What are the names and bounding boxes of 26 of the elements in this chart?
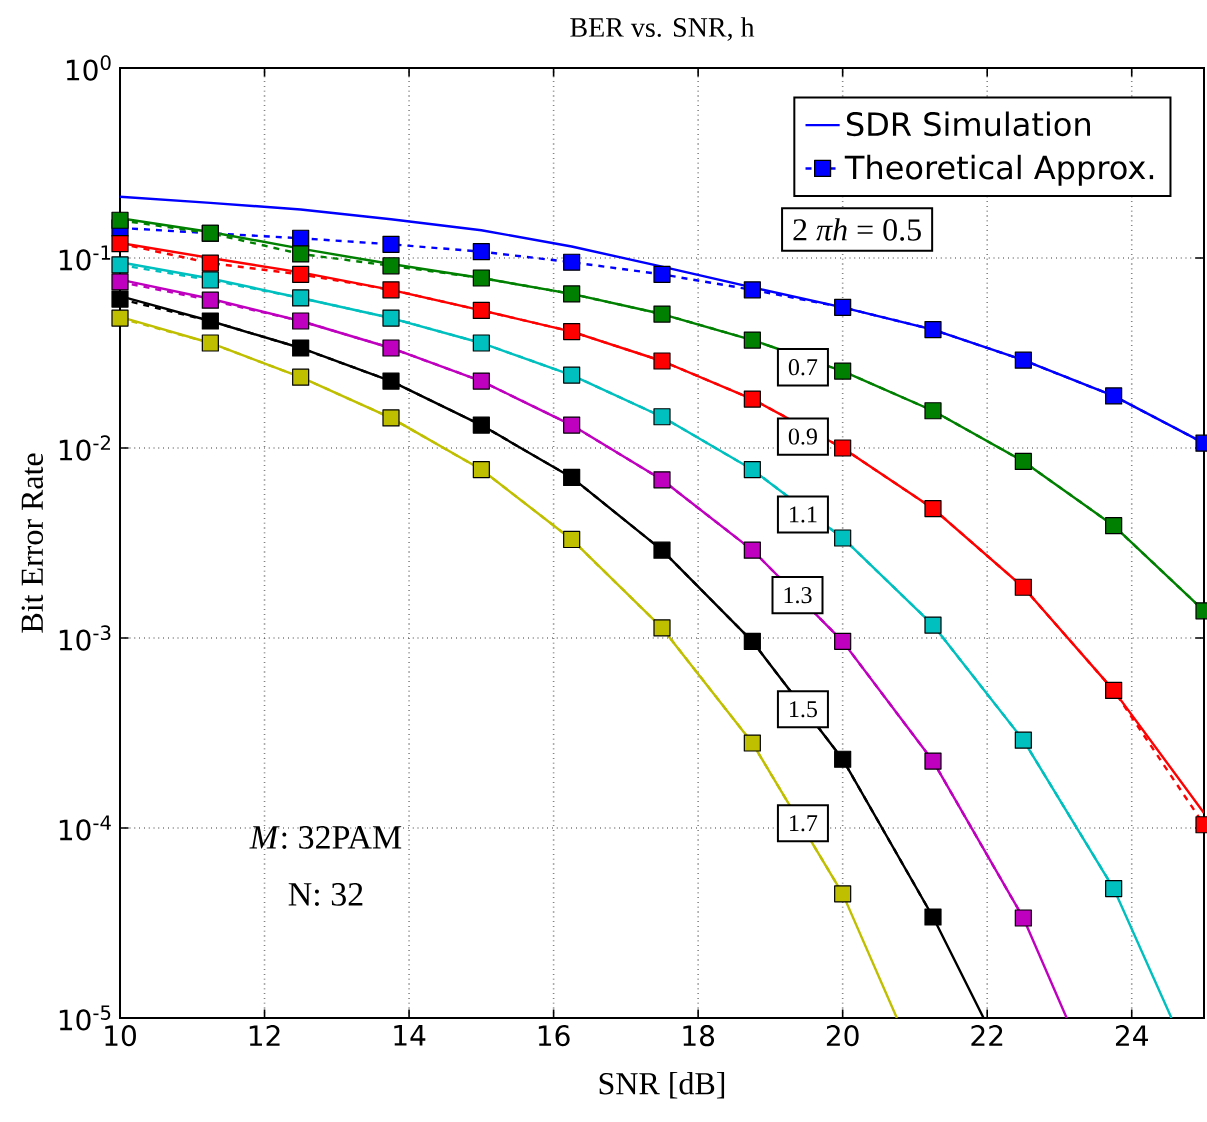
- y-tick-label: 10$^{0}$: [66, 55, 111, 81]
- x-tick-label: 12: [249, 1025, 280, 1046]
- y-tick-label: 10$^{-1}$: [59, 245, 111, 271]
- y-tick-label: 10$^{-4}$: [59, 815, 111, 841]
- annotation: M: 32PAM: [249, 825, 402, 849]
- chart-title: BER vs. SNR, h: [570, 17, 755, 41]
- x-tick-label: 22: [971, 1025, 1003, 1046]
- y-axis-title: Bit Error Rate: [21, 453, 44, 633]
- annotation: 1.3: [784, 587, 812, 604]
- x-tick-label: 14: [394, 1025, 426, 1046]
- annotation: N: 32: [288, 882, 363, 906]
- y-tick-label: 10$^{-2}$: [59, 435, 110, 461]
- annotation: 0.7: [788, 359, 818, 376]
- annotation: 1.1: [790, 506, 817, 523]
- annotation: 0.9: [788, 428, 817, 445]
- annotation: 1.5: [790, 701, 817, 718]
- x-tick-label: 18: [683, 1025, 715, 1047]
- x-axis-title: SNR [dB]: [599, 1071, 725, 1099]
- legend-label: SDR Simulation: [846, 111, 1090, 137]
- annotation: 1.7: [790, 815, 818, 832]
- y-tick-label: 10$^{-3}$: [59, 625, 111, 651]
- x-tick-label: 16: [538, 1025, 570, 1047]
- x-tick-label: 24: [1115, 1025, 1148, 1046]
- x-tick-label: 20: [826, 1025, 859, 1047]
- legend-label: Theoretical Approx.: [844, 154, 1154, 186]
- annotation: 2 πh = 0.5: [793, 218, 921, 241]
